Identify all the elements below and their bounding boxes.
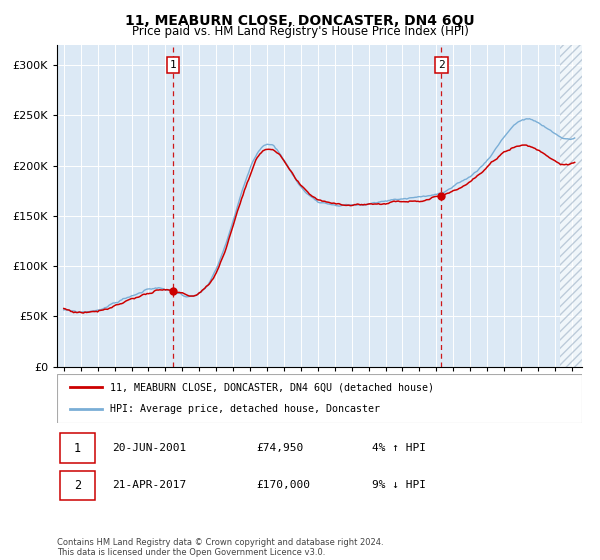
Text: 2: 2	[438, 60, 445, 70]
Text: 11, MEABURN CLOSE, DONCASTER, DN4 6QU (detached house): 11, MEABURN CLOSE, DONCASTER, DN4 6QU (d…	[110, 382, 433, 393]
FancyBboxPatch shape	[59, 471, 95, 500]
Text: 9% ↓ HPI: 9% ↓ HPI	[372, 480, 426, 490]
Text: Contains HM Land Registry data © Crown copyright and database right 2024.
This d: Contains HM Land Registry data © Crown c…	[57, 538, 383, 557]
Text: 2: 2	[74, 479, 81, 492]
Text: 1: 1	[74, 441, 81, 455]
FancyBboxPatch shape	[57, 374, 582, 423]
Text: 1: 1	[170, 60, 176, 70]
Text: 21-APR-2017: 21-APR-2017	[112, 480, 187, 490]
Text: HPI: Average price, detached house, Doncaster: HPI: Average price, detached house, Donc…	[110, 404, 380, 414]
Text: 4% ↑ HPI: 4% ↑ HPI	[372, 443, 426, 453]
FancyBboxPatch shape	[59, 433, 95, 463]
Text: 11, MEABURN CLOSE, DONCASTER, DN4 6QU: 11, MEABURN CLOSE, DONCASTER, DN4 6QU	[125, 14, 475, 28]
Text: £74,950: £74,950	[257, 443, 304, 453]
Text: Price paid vs. HM Land Registry's House Price Index (HPI): Price paid vs. HM Land Registry's House …	[131, 25, 469, 38]
Text: 20-JUN-2001: 20-JUN-2001	[112, 443, 187, 453]
Text: £170,000: £170,000	[257, 480, 311, 490]
